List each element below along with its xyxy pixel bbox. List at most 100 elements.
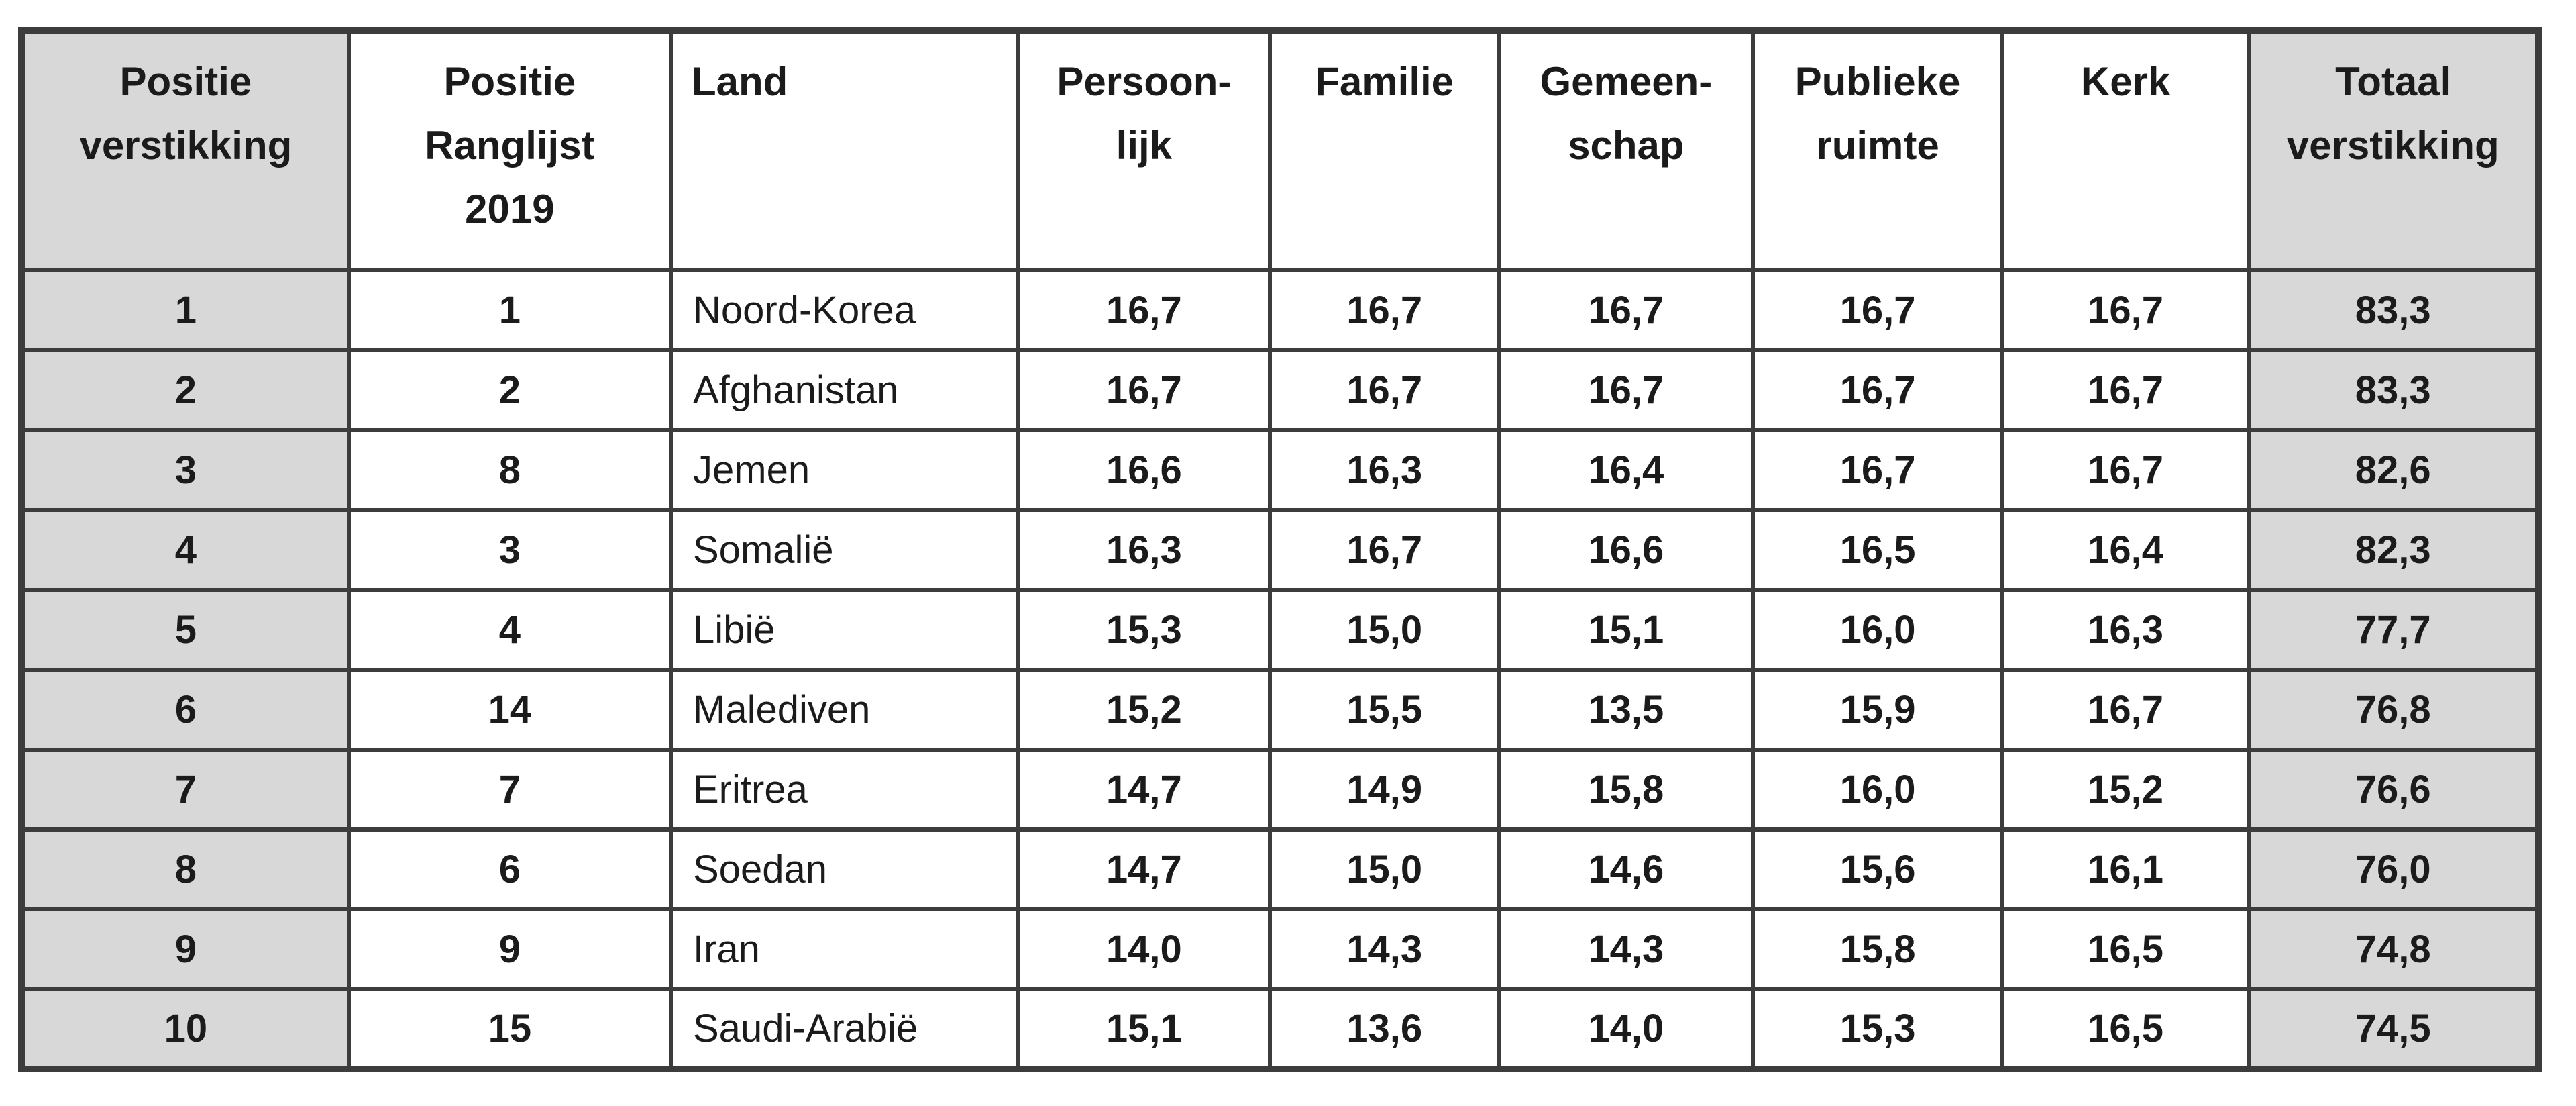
cell-land: Soedan bbox=[669, 827, 1020, 911]
table-row: 3 8 Jemen 16,6 16,3 16,4 16,7 16,7 82,6 bbox=[19, 428, 2540, 512]
cell-positie-ranglijst-2019: 6 bbox=[346, 827, 674, 911]
table-row: 4 3 Somalië 16,3 16,7 16,6 16,5 16,4 82,3 bbox=[19, 508, 2540, 592]
cell-positie-verstikking: 5 bbox=[19, 588, 351, 672]
table-row: 8 6 Soedan 14,7 15,0 14,6 15,6 16,1 76,0 bbox=[19, 827, 2540, 911]
cell-publieke-ruimte: 16,7 bbox=[1751, 428, 2004, 512]
cell-gemeenschap: 13,5 bbox=[1497, 668, 1756, 752]
cell-land: Libië bbox=[669, 588, 1020, 672]
cell-kerk: 16,5 bbox=[2000, 907, 2251, 991]
cell-persoonlijk: 16,7 bbox=[1016, 348, 1272, 432]
column-header-positie-ranglijst-2019: Positie Ranglijst 2019 bbox=[346, 28, 674, 272]
cell-kerk: 15,2 bbox=[2000, 748, 2251, 832]
cell-gemeenschap: 15,8 bbox=[1497, 748, 1756, 832]
cell-familie: 13,6 bbox=[1267, 987, 1501, 1071]
cell-familie: 14,3 bbox=[1267, 907, 1501, 991]
cell-totaal-verstikking: 76,6 bbox=[2247, 748, 2540, 832]
table-row: 6 14 Malediven 15,2 15,5 13,5 15,9 16,7 76,8 bbox=[19, 668, 2540, 752]
cell-totaal-verstikking: 77,7 bbox=[2247, 588, 2540, 672]
cell-familie: 15,0 bbox=[1267, 588, 1501, 672]
cell-publieke-ruimte: 15,9 bbox=[1751, 668, 2004, 752]
cell-kerk: 16,4 bbox=[2000, 508, 2251, 592]
cell-land: Afghanistan bbox=[669, 348, 1020, 432]
cell-familie: 16,7 bbox=[1267, 348, 1501, 432]
cell-land: Saudi-Arabië bbox=[669, 987, 1020, 1071]
cell-positie-ranglijst-2019: 15 bbox=[346, 987, 674, 1071]
cell-persoonlijk: 14,7 bbox=[1016, 748, 1272, 832]
cell-gemeenschap: 14,0 bbox=[1497, 987, 1756, 1071]
cell-persoonlijk: 15,1 bbox=[1016, 987, 1272, 1071]
cell-kerk: 16,3 bbox=[2000, 588, 2251, 672]
cell-publieke-ruimte: 16,7 bbox=[1751, 268, 2004, 352]
cell-persoonlijk: 14,0 bbox=[1016, 907, 1272, 991]
column-header-totaal-verstikking: Totaal verstikking bbox=[2247, 28, 2540, 272]
cell-publieke-ruimte: 15,8 bbox=[1751, 907, 2004, 991]
column-header-gemeenschap: Gemeen- schap bbox=[1497, 28, 1756, 272]
cell-kerk: 16,5 bbox=[2000, 987, 2251, 1071]
table-row: 7 7 Eritrea 14,7 14,9 15,8 16,0 15,2 76,6 bbox=[19, 748, 2540, 832]
column-header-positie-verstikking: Positie verstikking bbox=[19, 28, 351, 272]
table-row: 1 1 Noord-Korea 16,7 16,7 16,7 16,7 16,7 83,3 bbox=[19, 268, 2540, 352]
cell-gemeenschap: 15,1 bbox=[1497, 588, 1756, 672]
cell-land: Iran bbox=[669, 907, 1020, 991]
column-header-land: Land bbox=[669, 28, 1020, 272]
column-header-publieke-ruimte: Publieke ruimte bbox=[1751, 28, 2004, 272]
cell-kerk: 16,7 bbox=[2000, 428, 2251, 512]
cell-publieke-ruimte: 15,3 bbox=[1751, 987, 2004, 1071]
cell-gemeenschap: 14,6 bbox=[1497, 827, 1756, 911]
cell-gemeenschap: 14,3 bbox=[1497, 907, 1756, 991]
cell-positie-verstikking: 1 bbox=[19, 268, 351, 352]
cell-gemeenschap: 16,7 bbox=[1497, 348, 1756, 432]
cell-totaal-verstikking: 82,6 bbox=[2247, 428, 2540, 512]
table-body: 1 1 Noord-Korea 16,7 16,7 16,7 16,7 16,7 83,3 2 2 A… bbox=[19, 268, 2540, 1071]
cell-gemeenschap: 16,4 bbox=[1497, 428, 1756, 512]
column-header-persoonlijk: Persoon- lijk bbox=[1016, 28, 1272, 272]
cell-positie-ranglijst-2019: 14 bbox=[346, 668, 674, 752]
cell-positie-verstikking: 8 bbox=[19, 827, 351, 911]
cell-familie: 16,7 bbox=[1267, 268, 1501, 352]
cell-land: Somalië bbox=[669, 508, 1020, 592]
cell-persoonlijk: 16,3 bbox=[1016, 508, 1272, 592]
cell-land: Eritrea bbox=[669, 748, 1020, 832]
cell-positie-verstikking: 2 bbox=[19, 348, 351, 432]
cell-publieke-ruimte: 16,5 bbox=[1751, 508, 2004, 592]
cell-positie-verstikking: 4 bbox=[19, 508, 351, 592]
cell-positie-verstikking: 6 bbox=[19, 668, 351, 752]
header-row: Positie verstikking Positie Ranglijst 20… bbox=[19, 28, 2540, 272]
cell-kerk: 16,1 bbox=[2000, 827, 2251, 911]
cell-publieke-ruimte: 16,0 bbox=[1751, 748, 2004, 832]
cell-positie-ranglijst-2019: 4 bbox=[346, 588, 674, 672]
cell-familie: 16,3 bbox=[1267, 428, 1501, 512]
cell-gemeenschap: 16,7 bbox=[1497, 268, 1756, 352]
cell-positie-ranglijst-2019: 2 bbox=[346, 348, 674, 432]
cell-totaal-verstikking: 76,8 bbox=[2247, 668, 2540, 752]
cell-kerk: 16,7 bbox=[2000, 348, 2251, 432]
cell-positie-verstikking: 7 bbox=[19, 748, 351, 832]
cell-totaal-verstikking: 82,3 bbox=[2247, 508, 2540, 592]
cell-positie-verstikking: 9 bbox=[19, 907, 351, 991]
cell-land: Malediven bbox=[669, 668, 1020, 752]
cell-publieke-ruimte: 15,6 bbox=[1751, 827, 2004, 911]
cell-persoonlijk: 16,7 bbox=[1016, 268, 1272, 352]
cell-totaal-verstikking: 74,5 bbox=[2247, 987, 2540, 1071]
cell-positie-ranglijst-2019: 7 bbox=[346, 748, 674, 832]
cell-positie-verstikking: 3 bbox=[19, 428, 351, 512]
cell-positie-ranglijst-2019: 3 bbox=[346, 508, 674, 592]
cell-totaal-verstikking: 74,8 bbox=[2247, 907, 2540, 991]
cell-kerk: 16,7 bbox=[2000, 668, 2251, 752]
table-row: 9 9 Iran 14,0 14,3 14,3 15,8 16,5 74,8 bbox=[19, 907, 2540, 991]
cell-positie-ranglijst-2019: 1 bbox=[346, 268, 674, 352]
cell-positie-ranglijst-2019: 8 bbox=[346, 428, 674, 512]
table-row: 5 4 Libië 15,3 15,0 15,1 16,0 16,3 77,7 bbox=[19, 588, 2540, 672]
cell-familie: 14,9 bbox=[1267, 748, 1501, 832]
cell-publieke-ruimte: 16,7 bbox=[1751, 348, 2004, 432]
cell-totaal-verstikking: 83,3 bbox=[2247, 268, 2540, 352]
table-row: 2 2 Afghanistan 16,7 16,7 16,7 16,7 16,7 83,3 bbox=[19, 348, 2540, 432]
cell-totaal-verstikking: 76,0 bbox=[2247, 827, 2540, 911]
cell-land: Noord-Korea bbox=[669, 268, 1020, 352]
verstikking-table: Positie verstikking Positie Ranglijst 20… bbox=[18, 27, 2542, 1072]
cell-persoonlijk: 15,3 bbox=[1016, 588, 1272, 672]
cell-persoonlijk: 14,7 bbox=[1016, 827, 1272, 911]
cell-persoonlijk: 15,2 bbox=[1016, 668, 1272, 752]
cell-positie-ranglijst-2019: 9 bbox=[346, 907, 674, 991]
